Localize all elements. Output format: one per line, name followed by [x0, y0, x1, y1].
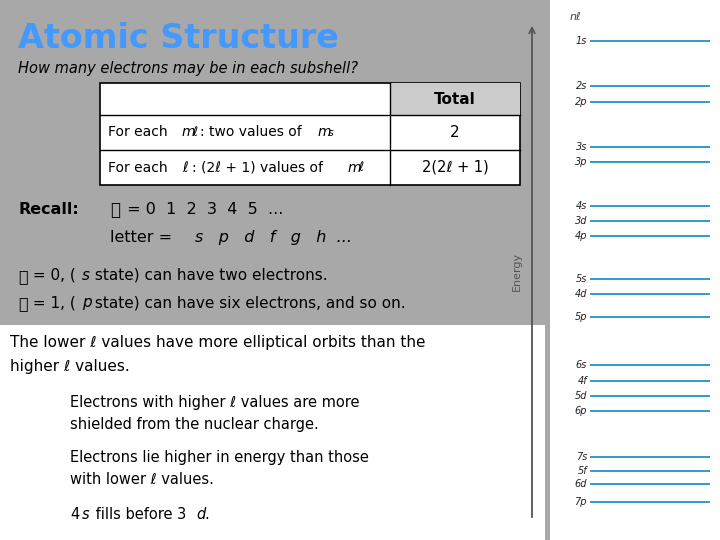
- Text: 5d: 5d: [575, 391, 587, 401]
- Bar: [390, 83, 520, 115]
- Text: Energy: Energy: [512, 252, 522, 291]
- Text: Electrons lie higher in energy than those: Electrons lie higher in energy than thos…: [70, 450, 369, 465]
- Text: shielded from the nuclear charge.: shielded from the nuclear charge.: [70, 417, 319, 432]
- Text: 1s: 1s: [575, 36, 587, 46]
- Text: = 0  1  2  3  4  5  ...: = 0 1 2 3 4 5 ...: [122, 202, 284, 217]
- Text: 4: 4: [70, 507, 79, 522]
- Text: 3s: 3s: [575, 142, 587, 152]
- Bar: [550, 0, 720, 540]
- Text: = 1, (: = 1, (: [28, 295, 76, 310]
- Text: s: s: [82, 507, 89, 522]
- Text: state) can have two electrons.: state) can have two electrons.: [90, 268, 328, 283]
- Text: nℓ: nℓ: [570, 12, 582, 22]
- Text: letter =: letter =: [110, 230, 177, 245]
- Text: The lower ℓ values have more elliptical orbits than the: The lower ℓ values have more elliptical …: [10, 335, 426, 350]
- Text: 5s: 5s: [575, 274, 587, 284]
- Text: fills before 3: fills before 3: [91, 507, 186, 522]
- Text: 6d: 6d: [575, 480, 587, 489]
- Text: 4f: 4f: [577, 375, 587, 386]
- Text: 5f: 5f: [577, 466, 587, 476]
- Text: ℓ: ℓ: [192, 126, 197, 139]
- Text: For each: For each: [108, 160, 172, 174]
- Text: s: s: [82, 268, 90, 283]
- Text: ℓ: ℓ: [182, 160, 188, 174]
- Text: 7p: 7p: [575, 497, 587, 507]
- Text: Total: Total: [434, 91, 476, 106]
- Text: .: .: [204, 507, 209, 522]
- Text: 2(2ℓ + 1): 2(2ℓ + 1): [422, 160, 488, 175]
- Text: : two values of: : two values of: [200, 125, 306, 139]
- Text: For each: For each: [108, 125, 172, 139]
- Text: 4p: 4p: [575, 231, 587, 241]
- Text: How many electrons may be in each subshell?: How many electrons may be in each subshe…: [18, 60, 358, 76]
- Text: state) can have six electrons, and so on.: state) can have six electrons, and so on…: [90, 295, 405, 310]
- Text: 3p: 3p: [575, 158, 587, 167]
- Text: 6p: 6p: [575, 406, 587, 416]
- Text: p: p: [82, 295, 91, 310]
- Text: ℓ: ℓ: [18, 268, 27, 285]
- Text: Recall:: Recall:: [18, 202, 78, 217]
- Text: ℓ: ℓ: [18, 295, 27, 312]
- Text: with lower ℓ values.: with lower ℓ values.: [70, 472, 214, 487]
- Text: Electrons with higher ℓ values are more: Electrons with higher ℓ values are more: [70, 395, 359, 410]
- Text: 6s: 6s: [575, 360, 587, 370]
- Text: 3d: 3d: [575, 216, 587, 226]
- Text: 2p: 2p: [575, 97, 587, 107]
- Text: 2: 2: [450, 125, 460, 140]
- Text: 7s: 7s: [575, 451, 587, 462]
- Text: higher ℓ values.: higher ℓ values.: [10, 359, 130, 374]
- Text: Atomic Structure: Atomic Structure: [18, 22, 339, 55]
- Text: d: d: [196, 507, 205, 522]
- Text: ℓ: ℓ: [358, 161, 363, 174]
- Text: s: s: [328, 127, 334, 138]
- Text: 4d: 4d: [575, 289, 587, 299]
- Text: s   p   d   f   g   h  ...: s p d f g h ...: [195, 230, 352, 245]
- Text: 2s: 2s: [575, 82, 587, 91]
- Text: m: m: [182, 125, 196, 139]
- Text: ℓ: ℓ: [110, 202, 120, 219]
- Text: m: m: [348, 160, 361, 174]
- Bar: [0, 325, 545, 540]
- Text: : (2ℓ + 1) values of: : (2ℓ + 1) values of: [192, 160, 328, 174]
- Text: m: m: [318, 125, 331, 139]
- Text: 5p: 5p: [575, 312, 587, 322]
- Text: 4s: 4s: [575, 200, 587, 211]
- Text: = 0, (: = 0, (: [28, 268, 76, 283]
- Bar: [100, 83, 520, 185]
